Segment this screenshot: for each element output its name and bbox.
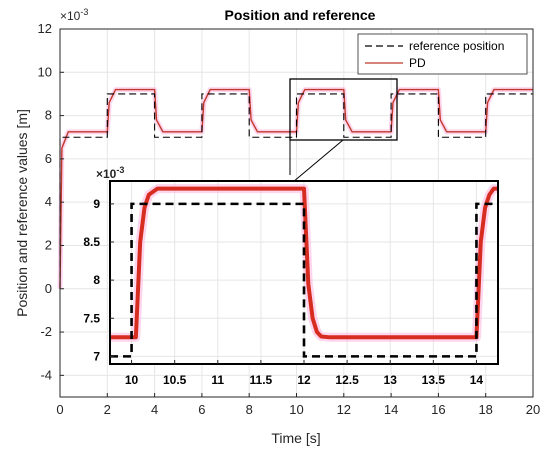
inset-y-tick-label: 8: [93, 273, 100, 287]
inset-series-pd-line: [110, 186, 498, 340]
inset-x-tick-label: 11.5: [250, 373, 273, 387]
main-series-reference-line: [59, 93, 533, 289]
main-y-tick-label: 8: [45, 108, 52, 123]
main-x-tick-label: 18: [478, 402, 492, 417]
legend-label-pd: PD: [409, 56, 426, 70]
main-y-tick-label: 0: [45, 281, 52, 296]
main-y-tick-label: 10: [38, 64, 52, 79]
inset-x-tick-label: 11: [211, 373, 224, 387]
inset-x-tick-label: 12.5: [335, 373, 359, 387]
main-y-tick-label: -4: [40, 367, 52, 382]
inset-y-tick-label: 9: [93, 197, 100, 211]
main-y-exponent-power: -3: [80, 7, 88, 17]
inset-x-tick-label: 10: [125, 373, 139, 387]
zoom-region-box: [289, 78, 398, 141]
inset-x-tick-label: 13.5: [422, 373, 446, 387]
main-y-exponent: ×10-3: [60, 7, 88, 23]
inset-y-exponent: ×10-3: [96, 165, 124, 181]
main-y-tick-label: 6: [45, 151, 52, 166]
inset-x-tick-label: 13: [384, 373, 398, 387]
main-x-ticks: 0 2 4 6 8 10 12 14 16 18 20: [56, 393, 540, 417]
main-x-tick-label: 16: [431, 402, 445, 417]
x-axis-label: Time [s]: [271, 430, 320, 446]
inset-y-tick-label: 7: [93, 349, 100, 363]
main-x-tick-label: 14: [384, 402, 398, 417]
inset-x-tick-label: 14: [470, 373, 484, 387]
inset-x-ticks: 10 10.5 11 11.5 12 12.5 13 13.5 14: [125, 360, 484, 387]
inset-y-ticks: 7 7.5 8 8.5 9: [83, 197, 114, 363]
main-x-tick-label: 10: [289, 402, 303, 417]
main-y-ticks: -4 -2 0 2 4 6 8 10 12: [38, 21, 64, 382]
main-y-tick-label: 12: [38, 21, 52, 36]
inset-y-exponent-base: ×10: [96, 167, 117, 181]
main-x-tick-label: 4: [151, 402, 158, 417]
inset-series-reference-line: [110, 202, 498, 358]
legend-label-reference: reference position: [409, 39, 504, 53]
inset-axes: 10 10.5 11 11.5 12 12.5 13 13.5 14 7 7.5 8 8.5 9: [83, 180, 499, 387]
main-y-tick-label: 4: [45, 194, 52, 209]
main-series-group: [57, 87, 533, 289]
inset-series-group: [110, 184, 499, 358]
main-x-tick-label: 12: [337, 402, 351, 417]
inset-y-exponent-power: -3: [116, 165, 124, 175]
main-y-tick-label: -2: [40, 324, 52, 339]
main-x-tick-label: 20: [526, 402, 540, 417]
main-y-exponent-base: ×10: [60, 9, 81, 23]
inset-y-tick-label: 7.5: [83, 311, 100, 325]
chart-title: Position and reference: [225, 7, 376, 23]
inset-x-tick-label: 12: [297, 373, 311, 387]
legend-box: [357, 33, 528, 75]
y-axis-label: Position and reference values [m]: [14, 109, 30, 317]
main-x-tick-label: 2: [104, 402, 111, 417]
main-x-tick-label: 6: [198, 402, 205, 417]
inset-y-tick-label: 8.5: [83, 235, 100, 249]
main-x-tick-label: 0: [56, 402, 63, 417]
legend: reference position PD: [357, 33, 528, 75]
inset-x-tick-label: 10.5: [163, 373, 187, 387]
main-x-tick-label: 8: [246, 402, 253, 417]
zoom-connector-line: [292, 139, 344, 183]
main-y-tick-label: 2: [45, 237, 52, 252]
